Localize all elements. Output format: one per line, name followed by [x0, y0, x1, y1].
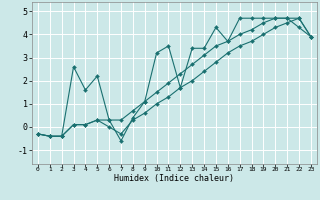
X-axis label: Humidex (Indice chaleur): Humidex (Indice chaleur) — [115, 174, 234, 183]
